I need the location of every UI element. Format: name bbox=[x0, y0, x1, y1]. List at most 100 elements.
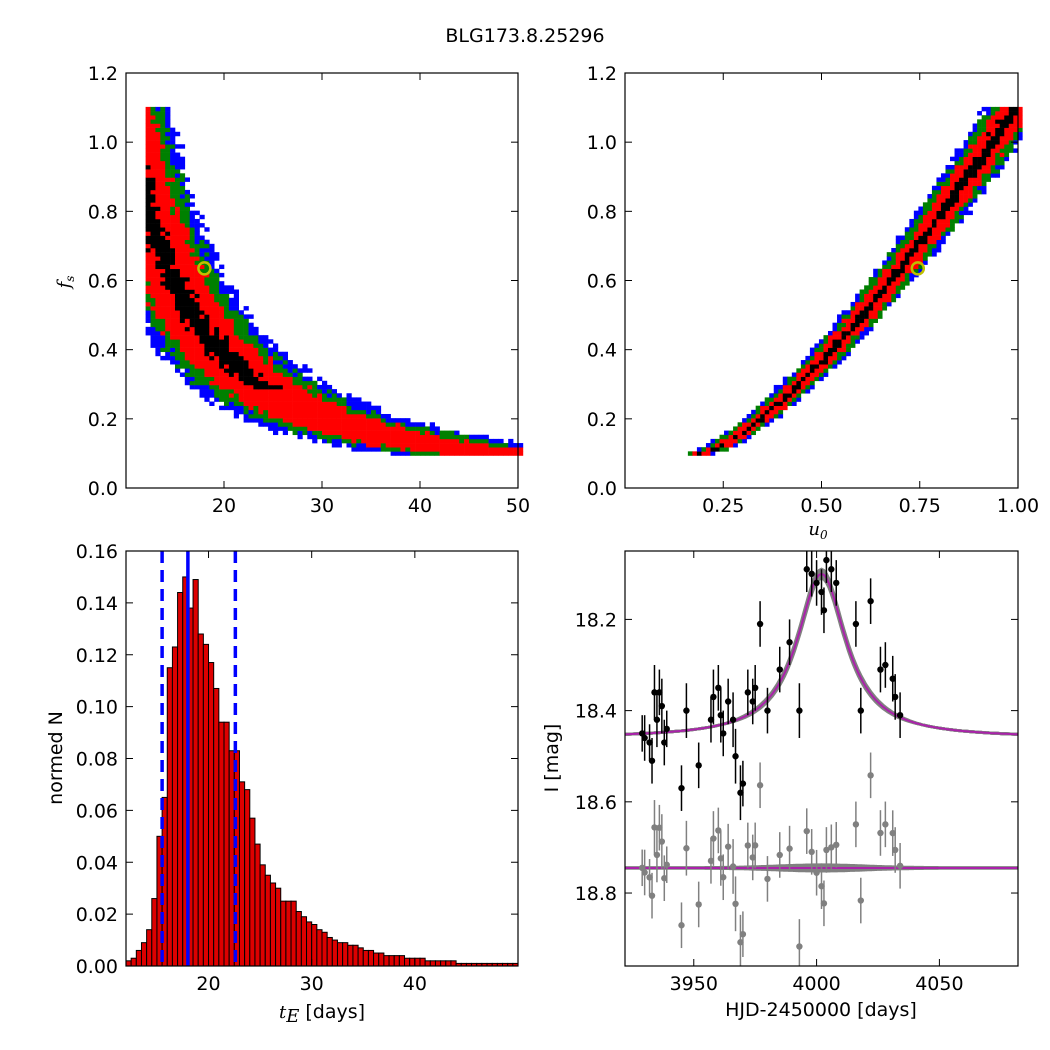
histogram-bar bbox=[316, 929, 323, 967]
heatmap-cell bbox=[913, 264, 919, 270]
heatmap-cell bbox=[981, 169, 987, 174]
heatmap-cell bbox=[199, 252, 205, 257]
heatmap-cell bbox=[194, 310, 200, 315]
heatmap-cell bbox=[253, 364, 259, 369]
heatmap-cell bbox=[950, 185, 955, 191]
heatmap-cell bbox=[184, 264, 190, 270]
heatmap-cell bbox=[268, 347, 274, 353]
heatmap-cell bbox=[179, 372, 186, 377]
heatmap-cell bbox=[175, 355, 181, 361]
heatmap-cell bbox=[175, 281, 181, 286]
heatmap-cell bbox=[150, 306, 156, 311]
heatmap-cell bbox=[841, 318, 847, 323]
heatmap-cell bbox=[170, 131, 176, 137]
heatmap-cell bbox=[322, 389, 328, 394]
x-tick-label: 20 bbox=[212, 495, 236, 517]
heatmap-cell bbox=[449, 438, 455, 444]
heatmap-cell bbox=[160, 214, 166, 220]
heatmap-cell bbox=[209, 368, 215, 373]
heatmap-cell bbox=[209, 272, 215, 278]
heatmap-cell bbox=[886, 256, 892, 261]
heatmap-cell bbox=[194, 384, 200, 390]
data-point bbox=[776, 666, 783, 673]
heatmap-cell bbox=[977, 185, 982, 191]
heatmap-cell bbox=[900, 268, 906, 274]
heatmap-cell bbox=[787, 376, 793, 382]
heatmap-cell bbox=[268, 351, 274, 357]
heatmap-cell bbox=[940, 189, 946, 195]
heatmap-cell bbox=[959, 202, 964, 207]
heatmap-cell bbox=[253, 405, 259, 411]
heatmap-cell bbox=[385, 418, 391, 423]
heatmap-cell bbox=[150, 256, 156, 261]
heatmap-cell bbox=[184, 347, 190, 353]
heatmap-cell bbox=[199, 389, 205, 394]
heatmap-cell bbox=[170, 360, 176, 365]
heatmap-cell bbox=[243, 360, 249, 365]
heatmap-cell bbox=[737, 434, 743, 440]
heatmap-cell bbox=[292, 397, 298, 402]
heatmap-cell bbox=[351, 447, 357, 452]
heatmap-cell bbox=[796, 372, 802, 377]
heatmap-cell bbox=[498, 438, 504, 444]
heatmap-cell bbox=[228, 335, 235, 340]
heatmap-cell bbox=[248, 376, 254, 382]
heatmap-cell bbox=[179, 355, 186, 361]
heatmap-cell bbox=[258, 343, 264, 348]
heatmap-cell bbox=[900, 277, 906, 282]
heatmap-cell bbox=[950, 169, 955, 174]
heatmap-cell bbox=[366, 409, 372, 415]
heatmap-cell bbox=[873, 293, 878, 299]
heatmap-cell bbox=[209, 306, 215, 311]
heatmap-cell bbox=[214, 355, 220, 361]
heatmap-cell bbox=[918, 231, 924, 236]
heatmap-cell bbox=[977, 169, 982, 174]
heatmap-cell bbox=[165, 148, 171, 153]
heatmap-cell bbox=[165, 335, 171, 340]
residual-point bbox=[867, 772, 874, 779]
data-point bbox=[683, 707, 690, 714]
heatmap-cell bbox=[194, 218, 200, 224]
heatmap-cell bbox=[701, 451, 707, 456]
residual-point bbox=[744, 842, 752, 849]
heatmap-cell bbox=[882, 260, 888, 265]
heatmap-cell bbox=[950, 198, 955, 203]
heatmap-cell bbox=[972, 127, 978, 133]
heatmap-cell bbox=[199, 339, 205, 344]
heatmap-cell bbox=[282, 397, 288, 402]
heatmap-cell bbox=[165, 343, 171, 348]
heatmap-cell bbox=[336, 413, 342, 419]
heatmap-cell bbox=[945, 194, 951, 199]
heatmap-cell bbox=[429, 434, 435, 440]
heatmap-cell bbox=[317, 389, 323, 394]
residual-point bbox=[808, 848, 815, 856]
heatmap-cell bbox=[287, 405, 293, 411]
heatmap-cell bbox=[160, 181, 166, 187]
heatmap-cell bbox=[170, 189, 176, 195]
heatmap-cell bbox=[258, 351, 264, 357]
heatmap-cell bbox=[155, 131, 161, 137]
heatmap-cell bbox=[846, 339, 851, 344]
heatmap-cell bbox=[371, 430, 377, 436]
heatmap-cell bbox=[277, 360, 284, 365]
heatmap-cell bbox=[882, 281, 888, 286]
heatmap-cell bbox=[189, 297, 195, 303]
heatmap-cell bbox=[209, 364, 215, 369]
heatmap-cell bbox=[214, 372, 220, 377]
heatmap-cell bbox=[150, 152, 156, 157]
heatmap-cell bbox=[336, 422, 342, 427]
heatmap-cell bbox=[165, 144, 171, 149]
heatmap-cell bbox=[189, 355, 195, 361]
heatmap-cell bbox=[459, 443, 465, 448]
heatmap-cell bbox=[263, 372, 269, 377]
heatmap-cell bbox=[273, 397, 279, 402]
heatmap-cell bbox=[189, 202, 195, 207]
heatmap-cell bbox=[268, 376, 274, 382]
heatmap-cell bbox=[434, 434, 440, 440]
heatmap-cell bbox=[189, 322, 195, 328]
heatmap-cell bbox=[420, 422, 426, 427]
heatmap-cell bbox=[800, 380, 806, 386]
heatmap-cell bbox=[175, 198, 181, 203]
heatmap-cell bbox=[918, 264, 924, 270]
heatmap-cell bbox=[189, 306, 195, 311]
